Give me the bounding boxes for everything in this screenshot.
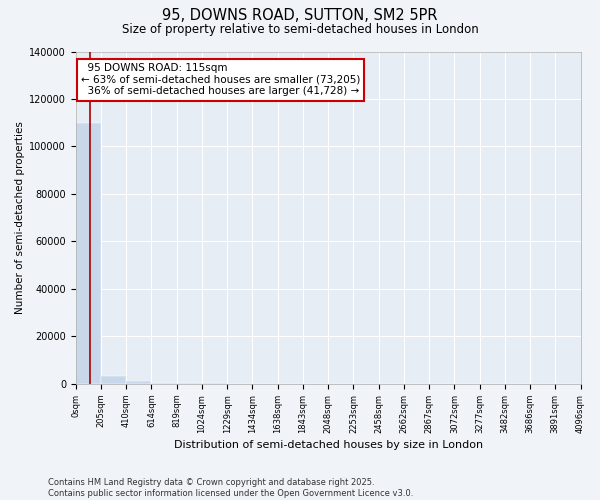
Text: Size of property relative to semi-detached houses in London: Size of property relative to semi-detach… bbox=[122, 22, 478, 36]
Bar bbox=[126, 381, 151, 384]
Text: Contains HM Land Registry data © Crown copyright and database right 2025.
Contai: Contains HM Land Registry data © Crown c… bbox=[48, 478, 413, 498]
X-axis label: Distribution of semi-detached houses by size in London: Distribution of semi-detached houses by … bbox=[173, 440, 482, 450]
Bar bbox=[101, 376, 126, 384]
Text: 95, DOWNS ROAD, SUTTON, SM2 5PR: 95, DOWNS ROAD, SUTTON, SM2 5PR bbox=[162, 8, 438, 22]
Bar bbox=[176, 383, 202, 384]
Y-axis label: Number of semi-detached properties: Number of semi-detached properties bbox=[15, 122, 25, 314]
Bar bbox=[151, 382, 176, 384]
Text: 95 DOWNS ROAD: 115sqm
← 63% of semi-detached houses are smaller (73,205)
  36% o: 95 DOWNS ROAD: 115sqm ← 63% of semi-deta… bbox=[81, 63, 360, 96]
Bar bbox=[76, 122, 101, 384]
